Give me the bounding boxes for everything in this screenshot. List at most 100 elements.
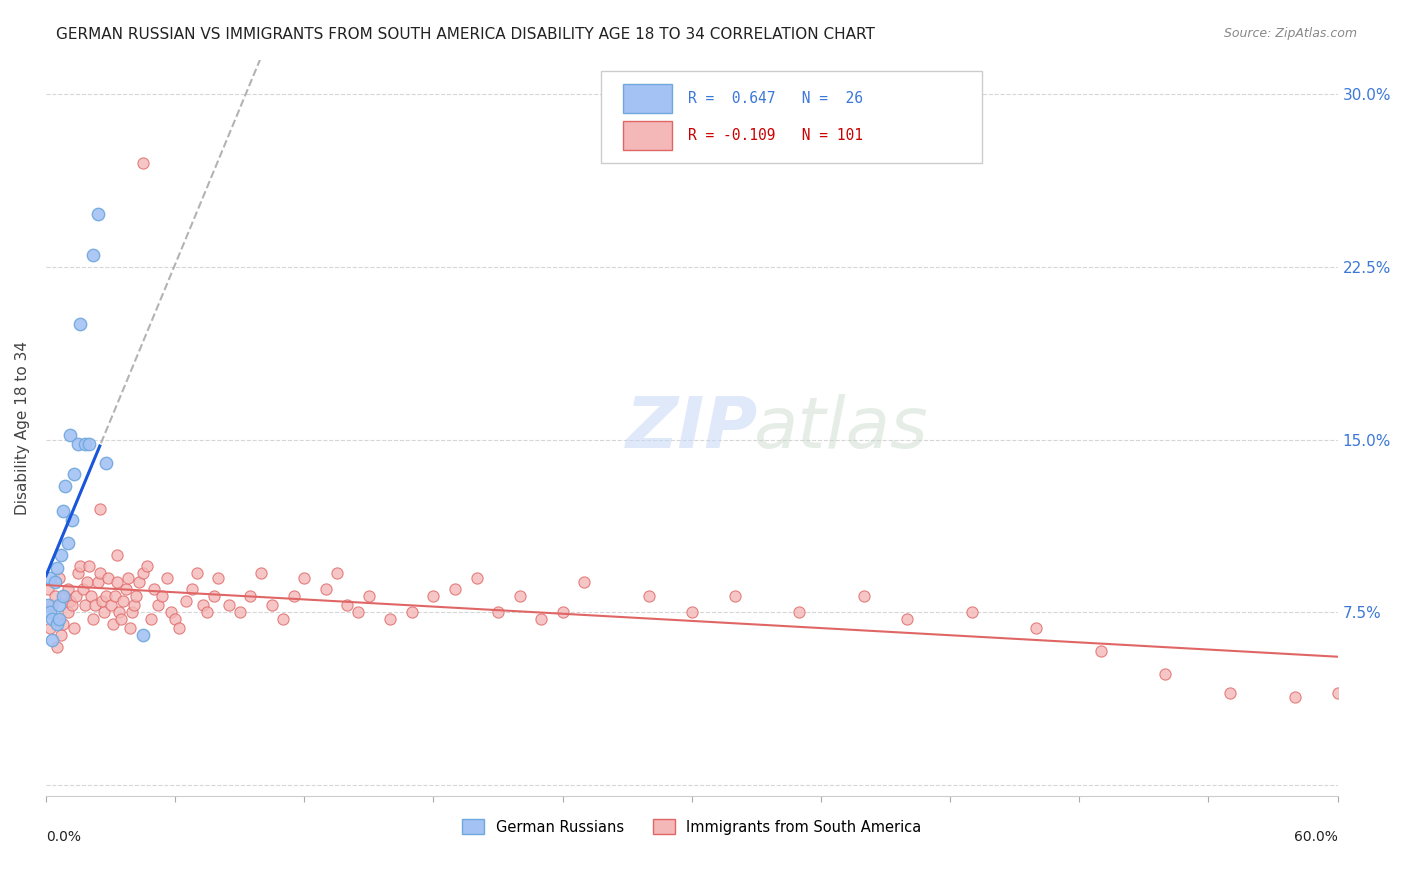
Point [197,605,219,619]
Point [132,566,155,580]
Point [44,589,66,603]
Point [105,548,128,562]
Point [239,589,262,603]
Point [202,589,225,603]
Point [1326,686,1348,700]
Point [357,589,380,603]
Point [89,566,111,580]
Point [37,582,59,597]
Point [69,559,91,574]
Point [380,612,402,626]
Point [77,559,100,574]
Point [160,605,183,619]
Point [1154,667,1177,681]
Point [118,621,141,635]
Point [132,156,155,170]
Point [45,612,67,626]
Point [86,207,108,221]
Point [572,575,595,590]
Point [104,589,127,603]
Point [91,593,114,607]
Point [41,632,63,647]
Point [121,605,143,619]
Point [250,566,273,580]
Text: 60.0%: 60.0% [1294,830,1337,844]
Point [486,605,509,619]
Point [128,575,150,590]
Point [69,318,91,332]
Point [136,559,159,574]
Point [155,571,177,585]
Text: Source: ZipAtlas.com: Source: ZipAtlas.com [1223,27,1357,40]
Point [60,599,83,613]
Text: R = -0.109   N = 101: R = -0.109 N = 101 [688,128,863,143]
Point [110,612,132,626]
Point [45,640,67,654]
Point [150,589,173,603]
Point [63,467,86,481]
Point [59,593,82,607]
Point [181,582,204,597]
Point [960,605,983,619]
Point [141,612,163,626]
Point [465,571,488,585]
Point [37,599,59,613]
Point [82,612,104,626]
Point [96,456,118,470]
Point [325,566,347,580]
Point [80,589,103,603]
Point [67,437,90,451]
FancyBboxPatch shape [602,70,983,162]
Point [347,605,370,619]
Point [73,437,96,451]
Point [56,536,79,550]
Point [681,605,703,619]
Point [422,589,444,603]
Point [52,616,75,631]
Point [41,612,63,626]
Point [551,605,574,619]
Point [444,582,467,597]
Point [49,548,72,562]
Point [101,616,124,631]
Point [67,566,90,580]
Point [1025,621,1047,635]
Point [86,575,108,590]
FancyBboxPatch shape [623,84,672,113]
Point [53,478,76,492]
Y-axis label: Disability Age 18 to 34: Disability Age 18 to 34 [15,341,30,515]
Point [530,612,553,626]
Point [82,248,104,262]
Point [52,589,75,603]
Point [169,621,191,635]
Text: atlas: atlas [754,393,928,463]
Point [97,571,120,585]
Point [271,612,294,626]
Point [283,589,305,603]
Point [44,575,66,590]
Point [637,589,659,603]
Point [122,599,145,613]
Point [41,599,63,613]
Point [89,501,111,516]
Point [132,628,155,642]
Point [509,589,531,603]
Point [45,616,67,631]
Point [48,612,70,626]
Point [72,582,94,597]
Point [228,605,250,619]
Point [39,605,62,619]
Point [73,599,96,613]
Point [65,589,87,603]
Point [853,589,876,603]
Point [39,571,62,585]
Point [45,561,67,575]
Text: 0.0%: 0.0% [46,830,82,844]
Point [100,599,122,613]
Point [59,428,82,442]
Point [93,605,115,619]
Point [76,575,98,590]
Point [1284,690,1306,705]
Point [48,571,70,585]
Text: GERMAN RUSSIAN VS IMMIGRANTS FROM SOUTH AMERICA DISABILITY AGE 18 TO 34 CORRELAT: GERMAN RUSSIAN VS IMMIGRANTS FROM SOUTH … [56,27,875,42]
